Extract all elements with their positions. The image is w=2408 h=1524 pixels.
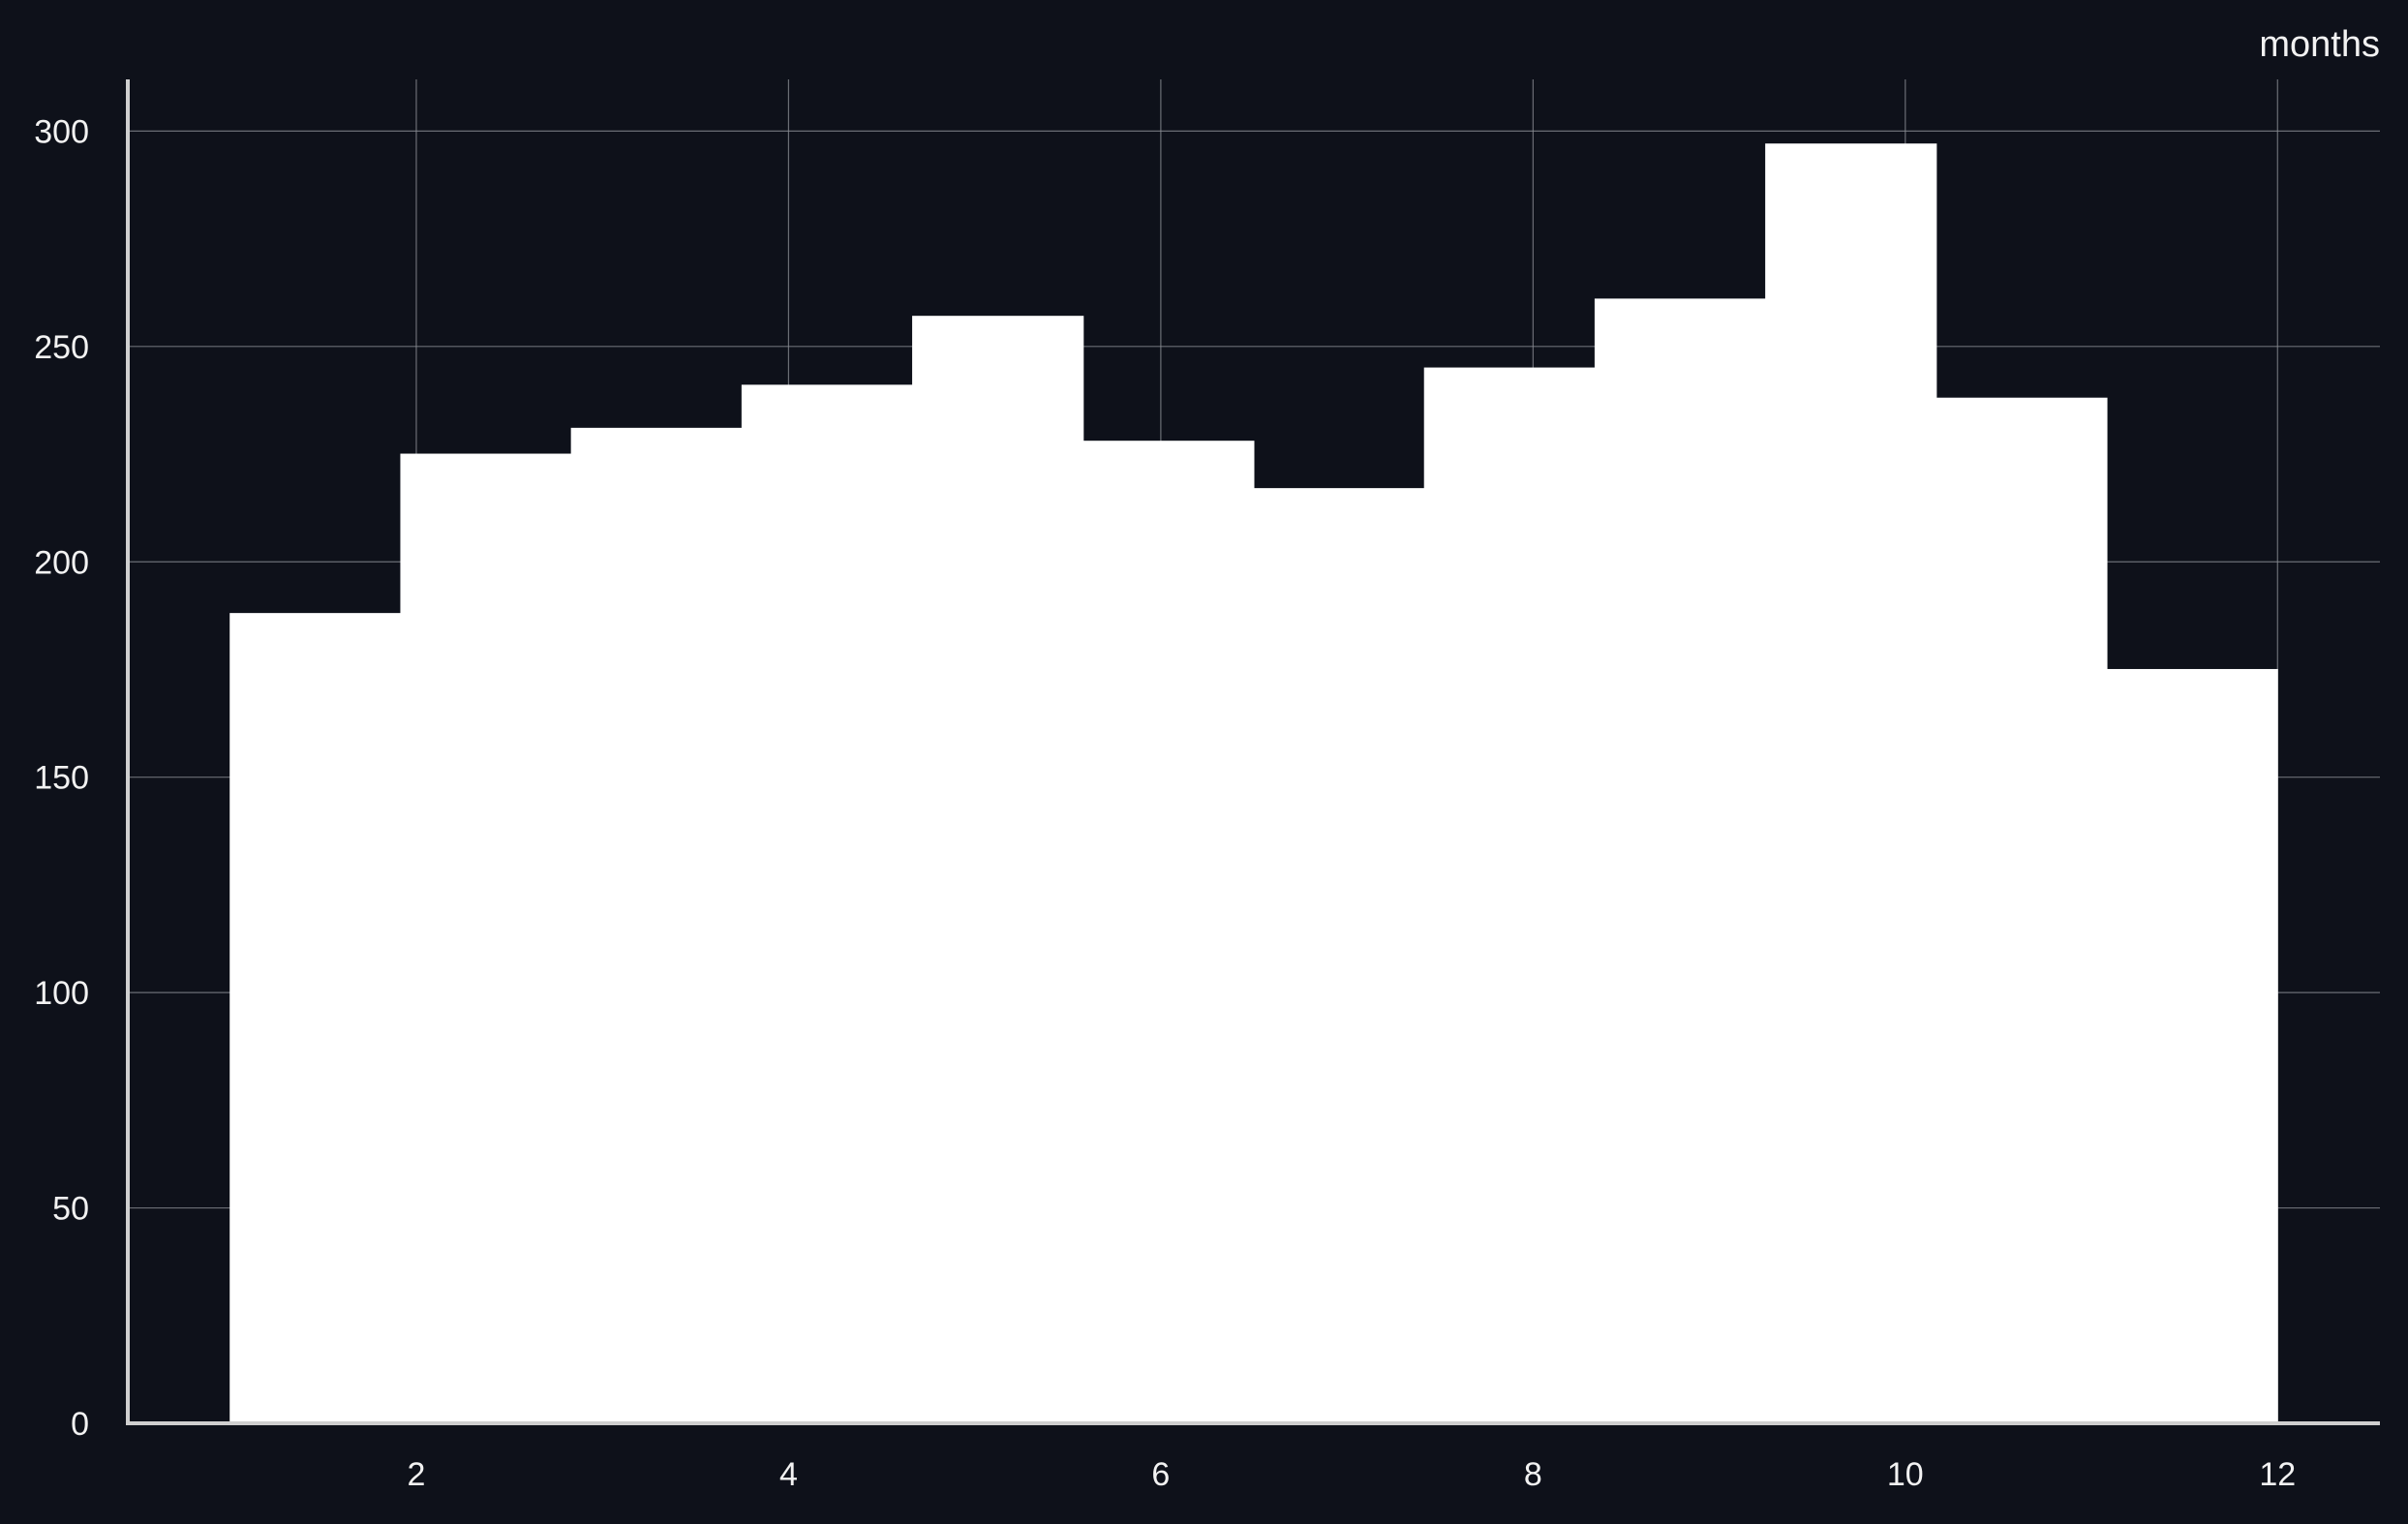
histogram-bar — [1765, 143, 1937, 1424]
y-tick-label: 150 — [34, 760, 89, 797]
histogram-bar — [229, 613, 402, 1424]
y-tick-label: 250 — [34, 329, 89, 366]
y-tick-label: 300 — [34, 113, 89, 150]
y-tick-label: 50 — [52, 1191, 89, 1228]
x-axis-title: months — [2259, 24, 2380, 65]
histogram-bar — [400, 453, 572, 1424]
x-tick-label: 10 — [1887, 1456, 1924, 1493]
histogram-bar — [1253, 488, 1425, 1424]
histogram-bar — [1423, 367, 1596, 1424]
axes — [126, 79, 2380, 1425]
x-tick-label: 8 — [1524, 1456, 1542, 1493]
bars — [229, 143, 2278, 1424]
x-tick-label: 2 — [407, 1456, 425, 1493]
histogram-bar — [1082, 441, 1255, 1424]
y-tick-label: 0 — [71, 1406, 89, 1443]
histogram-bar — [1594, 298, 1767, 1424]
x-tick-label: 6 — [1151, 1456, 1170, 1493]
x-tick-label: 4 — [779, 1456, 798, 1493]
x-tick-labels: 2 4 6 8 10 12 — [407, 1456, 2296, 1493]
histogram-bar — [570, 427, 743, 1424]
histogram-bar — [912, 316, 1084, 1424]
y-tick-label: 200 — [34, 544, 89, 581]
histogram-bar — [741, 384, 914, 1424]
histogram-bar — [1936, 397, 2108, 1424]
histogram-bar — [2106, 668, 2278, 1424]
y-tick-label: 100 — [34, 975, 89, 1012]
y-tick-labels: 0 50 100 150 200 250 300 — [34, 113, 89, 1443]
x-tick-label: 12 — [2259, 1456, 2296, 1493]
